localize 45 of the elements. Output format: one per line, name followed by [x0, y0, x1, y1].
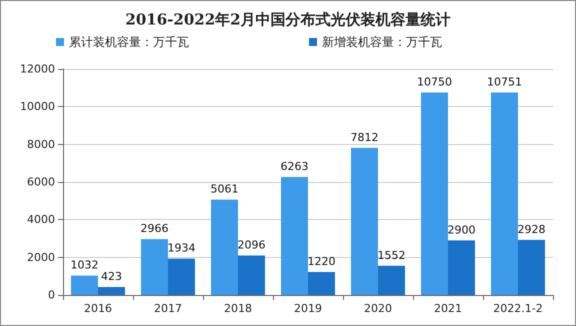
data-label: 2900	[448, 223, 476, 236]
bar	[238, 256, 265, 295]
data-label: 6263	[280, 160, 308, 174]
x-tick-label: 2018	[224, 302, 252, 315]
bar	[518, 240, 545, 295]
data-label: 5061	[210, 182, 238, 196]
bar	[308, 272, 335, 295]
data-label: 10751	[487, 76, 522, 89]
bar	[168, 258, 195, 295]
data-label: 1220	[308, 255, 336, 268]
bar	[378, 266, 405, 295]
data-label: 7812	[350, 130, 378, 144]
data-label: 423	[101, 270, 122, 284]
y-tick-label: 10000	[20, 100, 55, 114]
bar	[98, 287, 125, 295]
data-label: 1934	[168, 242, 196, 255]
y-tick-label: 12000	[20, 62, 55, 76]
x-tick-label: 2019	[294, 302, 322, 315]
chart-title: 2016-2022年2月中国分布式光伏装机容量统计	[125, 10, 451, 28]
bar	[211, 200, 238, 295]
y-tick-label: 0	[48, 288, 55, 302]
y-tick-label: 6000	[27, 176, 55, 188]
data-label: 10750	[417, 76, 452, 89]
y-tick-label: 2000	[27, 250, 55, 264]
bar	[141, 239, 168, 295]
data-label: 1552	[378, 248, 406, 262]
x-tick-label: 2022.1-2	[493, 302, 543, 315]
bar	[281, 177, 308, 295]
data-label: 2966	[140, 222, 168, 236]
bar	[448, 240, 475, 295]
x-tick-label: 2021	[434, 302, 462, 315]
bar	[71, 276, 98, 295]
bar	[491, 92, 518, 295]
y-tick-label: 8000	[27, 138, 55, 151]
bar	[421, 92, 448, 295]
x-tick-label: 2016	[84, 302, 112, 315]
data-label: 1032	[70, 258, 98, 272]
legend-label: 新增装机容量：万千瓦	[322, 35, 442, 49]
legend-label: 累计装机容量：万千瓦	[69, 35, 189, 49]
bar	[351, 148, 378, 295]
data-label: 2096	[238, 238, 266, 252]
x-tick-label: 2020	[364, 302, 392, 315]
y-tick-label: 4000	[27, 213, 55, 226]
x-tick-label: 2017	[154, 302, 182, 315]
data-label: 2928	[518, 222, 546, 236]
